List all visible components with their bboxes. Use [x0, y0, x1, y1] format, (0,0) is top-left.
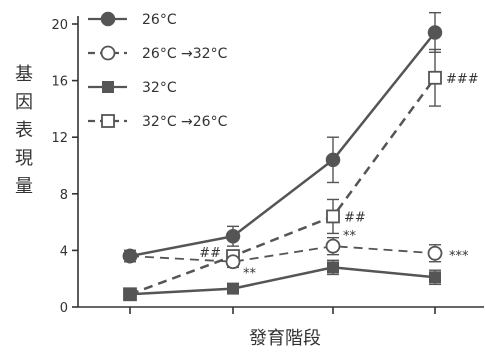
legend-item-1: 26°C — [88, 11, 177, 28]
legend-marker — [101, 114, 115, 128]
legend-label: 32°C — [142, 80, 177, 96]
legend-label: 26°C →32°C — [142, 46, 228, 62]
data-point — [225, 229, 241, 244]
series-line — [129, 77, 437, 296]
series-line — [129, 266, 436, 296]
significance-label: ### — [446, 72, 479, 87]
series-1-points — [122, 25, 443, 264]
series-3-points — [124, 261, 441, 301]
y-axis-title-char: 量 — [15, 176, 33, 197]
y-tick-label: 8 — [60, 188, 68, 203]
data-point — [326, 209, 340, 224]
y-tick-label: 20 — [51, 18, 68, 33]
significance-label: ## — [344, 210, 366, 225]
data-point — [225, 254, 241, 270]
y-axis-title-char: 表 — [15, 120, 33, 141]
significance-label: ** — [343, 229, 357, 244]
series-line — [129, 31, 436, 258]
series-layer — [122, 11, 443, 302]
data-point — [429, 271, 441, 284]
x-axis — [78, 306, 484, 314]
data-point — [227, 282, 239, 295]
legend-marker — [100, 45, 116, 61]
y-axis-title-char: 現 — [15, 148, 33, 169]
legend-item-3: 32°C — [88, 80, 177, 96]
data-point — [124, 288, 136, 301]
series-2 — [124, 236, 441, 269]
legend-item-4: 32°C →26°C — [88, 114, 228, 130]
y-tick-label: 16 — [51, 75, 68, 90]
data-point — [427, 25, 443, 40]
data-point — [325, 238, 341, 254]
data-point — [122, 248, 138, 264]
series-1 — [124, 11, 441, 263]
legend: 26°C 26°C →32°C 32°C 32°C →26°C — [88, 11, 228, 130]
x-axis-title: 發育階段 — [249, 328, 321, 349]
significance-label: *** — [449, 249, 469, 264]
annotation-layer: ## ** ## ** ### *** — [199, 72, 478, 282]
legend-label: 32°C →26°C — [142, 114, 228, 130]
legend-marker — [100, 11, 116, 27]
series-line — [129, 245, 436, 263]
y-tick-label: 0 — [60, 301, 68, 316]
y-tick-label: 4 — [60, 244, 68, 259]
data-point — [428, 70, 442, 85]
legend-label: 26°C — [142, 12, 177, 28]
series-4-points — [123, 70, 442, 302]
y-axis-title-char: 因 — [15, 92, 33, 113]
series-3 — [124, 259, 441, 298]
data-point — [427, 245, 443, 261]
data-point — [325, 152, 341, 168]
significance-label: ** — [243, 267, 257, 282]
legend-marker — [102, 81, 114, 93]
y-axis-title-char: 基 — [15, 64, 33, 85]
legend-item-2: 26°C →32°C — [88, 45, 228, 62]
significance-label: ## — [199, 246, 221, 261]
data-point — [327, 261, 339, 274]
y-tick-label: 12 — [51, 131, 68, 146]
y-axis: 0 4 8 12 16 20 — [51, 16, 79, 316]
